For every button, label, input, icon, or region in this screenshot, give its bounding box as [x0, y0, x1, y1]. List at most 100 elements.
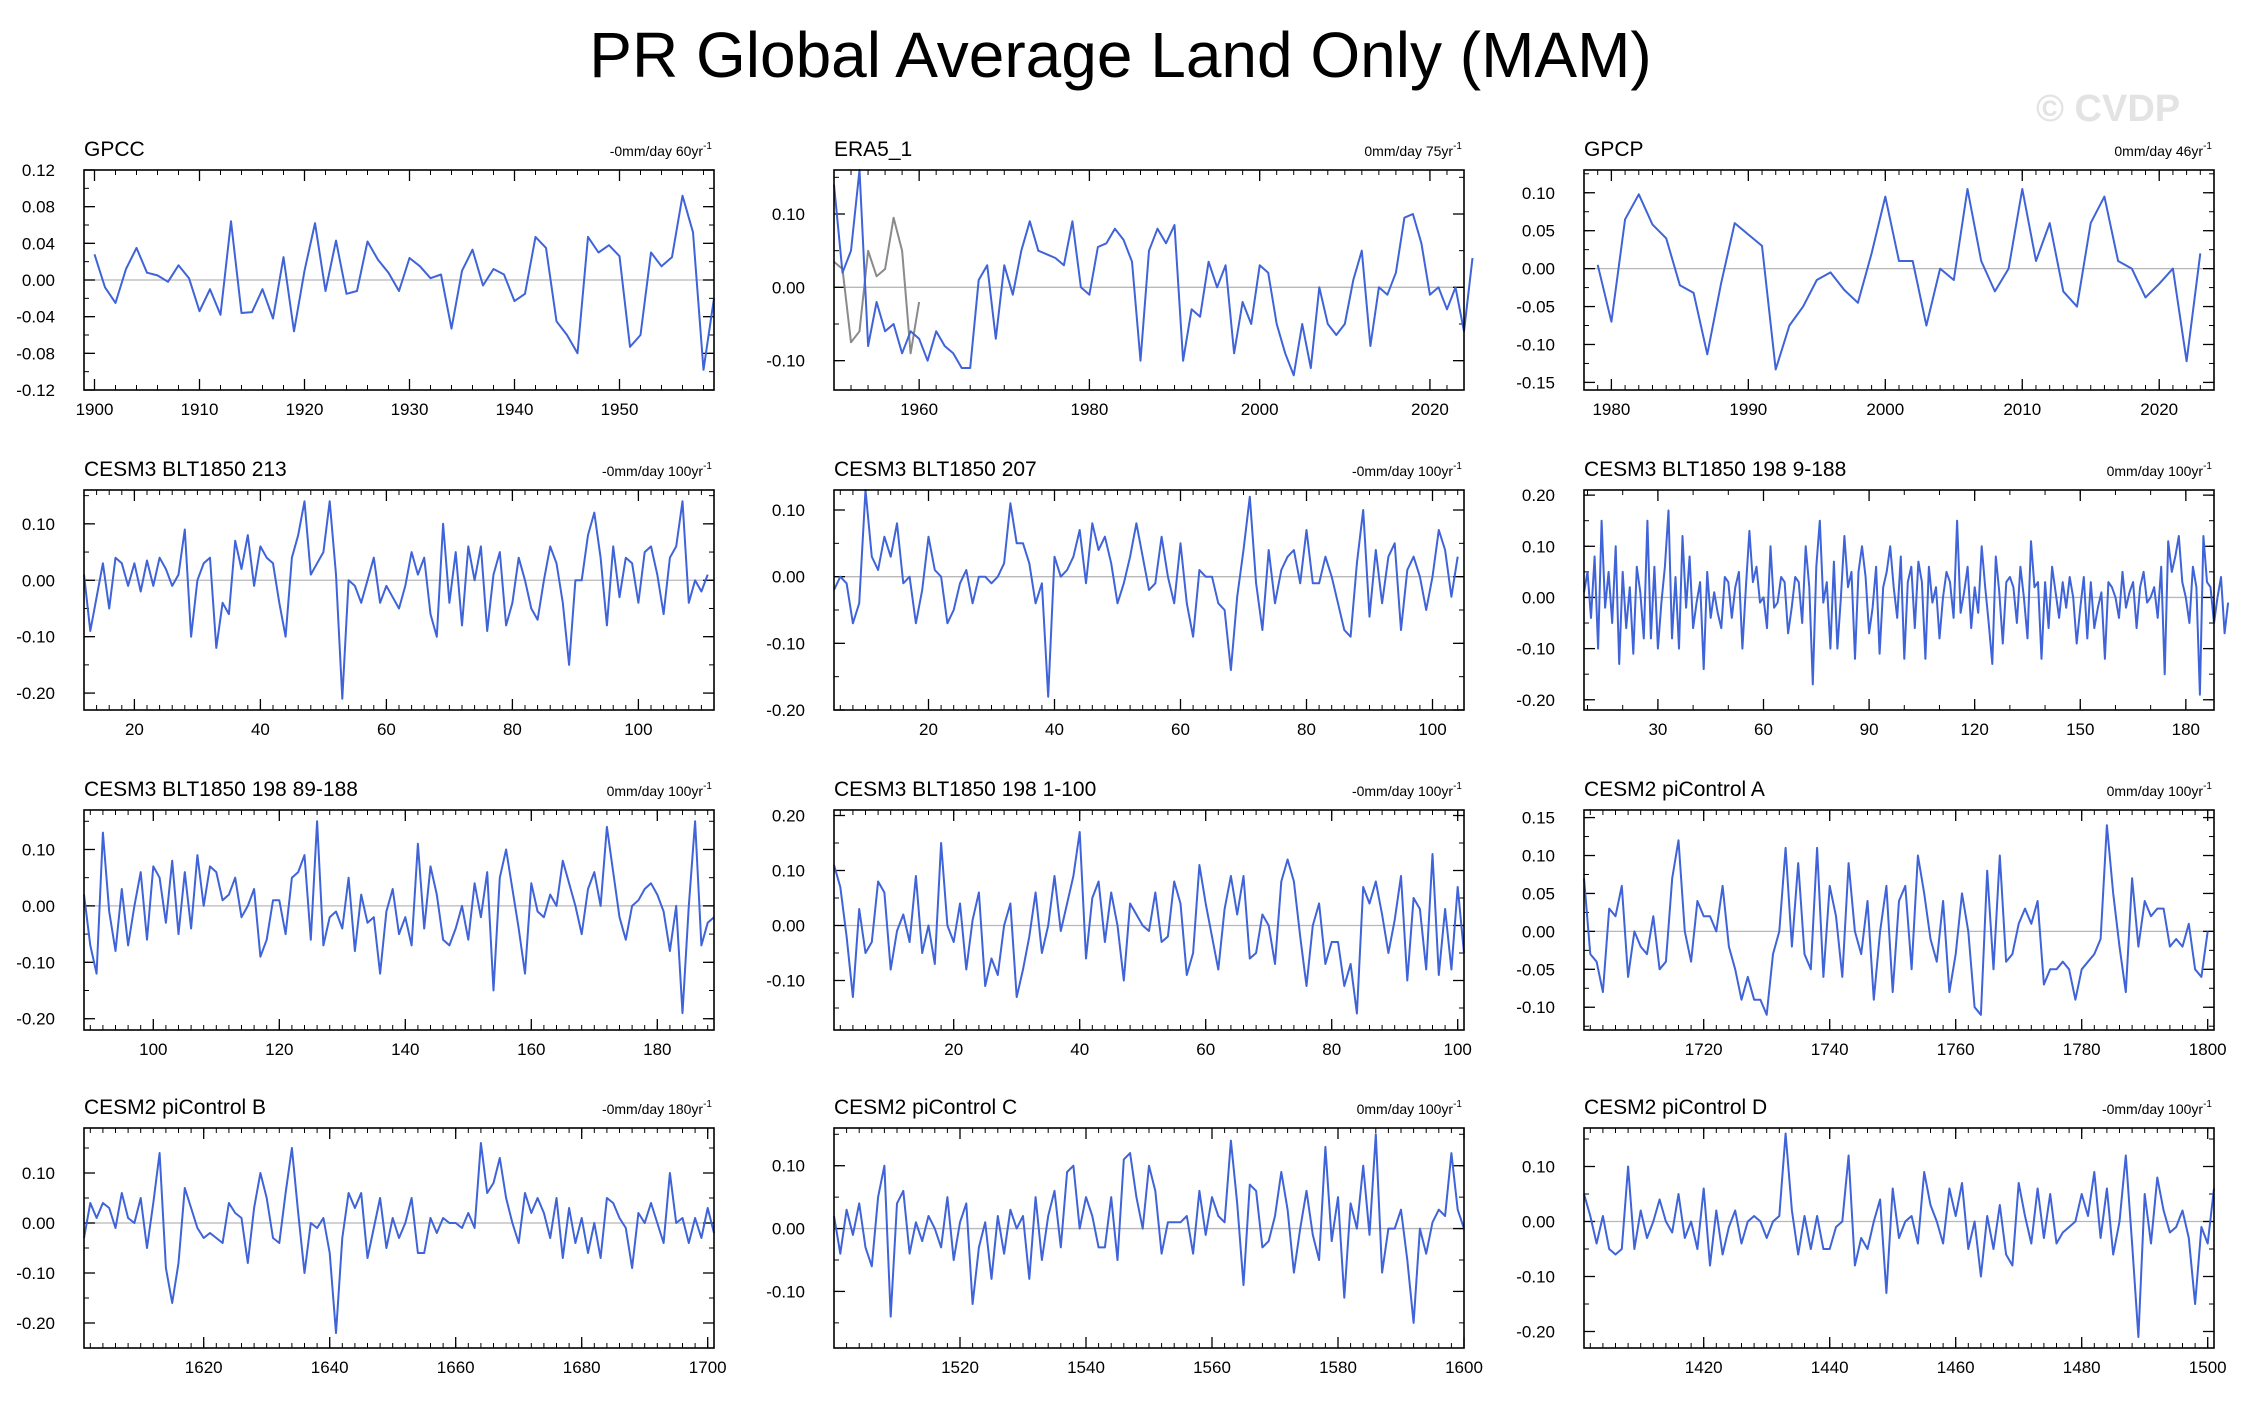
y-tick-label: 0.10	[1522, 537, 1555, 556]
x-tick-label: 100	[624, 720, 652, 739]
y-tick-label: 0.10	[772, 501, 805, 520]
y-tick-label: 0.10	[1522, 184, 1555, 203]
chart-title: GPCP	[1584, 138, 1644, 161]
x-tick-label: 30	[1648, 720, 1667, 739]
x-tick-label: 60	[1171, 720, 1190, 739]
x-tick-label: 1640	[311, 1358, 349, 1377]
trend-superscript: -1	[2203, 1099, 2212, 1110]
trend-label: -0mm/day 60yr-1	[610, 141, 713, 159]
page-title: PR Global Average Land Only (MAM)	[589, 19, 1652, 91]
plot-frame	[1583, 1127, 2215, 1349]
y-tick-label: -0.10	[1516, 640, 1555, 659]
x-tick-label: 1580	[1319, 1358, 1357, 1377]
y-tick-label: -0.10	[1516, 335, 1555, 354]
x-tick-label: 80	[503, 720, 522, 739]
plot-frame	[833, 1127, 1465, 1349]
y-tick-label: -0.20	[1516, 1323, 1555, 1342]
series-line	[1583, 509, 2230, 696]
x-tick-label: 1440	[1811, 1358, 1849, 1377]
x-tick-label: 160	[517, 1040, 545, 1059]
chart-title: GPCC	[84, 138, 145, 161]
x-tick-label: 1980	[1070, 400, 1108, 419]
y-tick-label: 0.00	[772, 568, 805, 587]
x-tick-label: 150	[2066, 720, 2094, 739]
y-tick-label: 0.00	[772, 917, 805, 936]
series-line	[1583, 824, 2209, 1016]
series-line	[93, 194, 715, 371]
chart-title: CESM2 piControl C	[834, 1096, 1017, 1119]
x-tick-label: 1950	[601, 400, 639, 419]
chart-title: CESM3 BLT1850 207	[834, 458, 1037, 481]
y-tick-label: 0.00	[772, 1220, 805, 1239]
x-tick-label: 1910	[181, 400, 219, 419]
x-tick-label: 20	[125, 720, 144, 739]
x-tick-label: 2020	[1411, 400, 1449, 419]
x-tick-label: 1980	[1592, 400, 1630, 419]
chart-panel: GPCC -0mm/day 60yr-1 1900 1910 1920 1930 1940 1…	[16, 138, 715, 419]
y-tick-label: 0.10	[772, 862, 805, 881]
y-tick-label: -0.10	[16, 1264, 55, 1283]
chart-panel: CESM2 piControl A 0mm/day 100yr-1 1720 1740…	[1516, 778, 2226, 1059]
y-tick-label: 0.00	[1522, 1213, 1555, 1232]
series-line	[83, 500, 709, 700]
plot-frame	[83, 1127, 715, 1349]
chart-title: CESM3 BLT1850 198 89-188	[84, 778, 358, 801]
x-tick-label: 1480	[2063, 1358, 2101, 1377]
series-line	[833, 1133, 1465, 1324]
chart-title: CESM2 piControl D	[1584, 1096, 1767, 1119]
x-tick-label: 1900	[76, 400, 114, 419]
series-line	[83, 1142, 715, 1334]
x-tick-label: 80	[1297, 720, 1316, 739]
chart-panel: CESM2 piControl D -0mm/day 100yr-1 1420 144…	[1516, 1096, 2226, 1377]
trend-label: -0mm/day 180yr-1	[602, 1099, 712, 1117]
y-tick-label: -0.10	[1516, 998, 1555, 1017]
x-tick-label: 100	[139, 1040, 167, 1059]
x-tick-label: 180	[2172, 720, 2200, 739]
series-line	[1596, 188, 2202, 371]
y-tick-label: -0.10	[766, 634, 805, 653]
chart-panel: CESM3 BLT1850 198 89-188 0mm/day 100yr-1 1…	[16, 778, 715, 1059]
x-tick-label: 20	[944, 1040, 963, 1059]
x-tick-label: 2020	[2140, 400, 2178, 419]
x-tick-label: 40	[1070, 1040, 1089, 1059]
x-tick-label: 40	[1045, 720, 1064, 739]
trend-label: -0mm/day 100yr-1	[1352, 781, 1462, 799]
trend-superscript: -1	[1453, 461, 1462, 472]
x-tick-label: 2000	[1866, 400, 1904, 419]
x-tick-label: 1920	[286, 400, 324, 419]
series-line	[833, 831, 1465, 1015]
trend-superscript: -1	[703, 781, 712, 792]
y-tick-label: -0.08	[16, 344, 55, 363]
x-tick-label: 1700	[689, 1358, 727, 1377]
x-tick-label: 1930	[391, 400, 429, 419]
chart-panel: ERA5_1 0mm/day 75yr-1 1960 1980 2000 2020 0.10…	[766, 138, 1474, 419]
y-tick-label: 0.00	[1522, 588, 1555, 607]
chart-panel: CESM2 piControl B -0mm/day 180yr-1 1620 164…	[16, 1096, 726, 1377]
y-tick-label: 0.15	[1522, 809, 1555, 828]
y-tick-label: 0.10	[1522, 847, 1555, 866]
y-tick-label: -0.10	[766, 1282, 805, 1301]
chart-panel: CESM3 BLT1850 198 1-100 -0mm/day 100yr-1 2…	[766, 778, 1472, 1059]
x-tick-label: 1960	[900, 400, 938, 419]
x-tick-label: 100	[1418, 720, 1446, 739]
x-tick-label: 1620	[185, 1358, 223, 1377]
y-tick-label: 0.05	[1522, 884, 1555, 903]
chart-title: ERA5_1	[834, 138, 912, 161]
trend-label: 0mm/day 46yr-1	[2114, 141, 2212, 159]
x-tick-label: 90	[1860, 720, 1879, 739]
trend-superscript: -1	[2203, 141, 2212, 152]
chart-title: CESM2 piControl A	[1584, 778, 1765, 801]
series-line	[83, 820, 715, 1015]
y-tick-label: 0.00	[22, 271, 55, 290]
y-tick-label: 0.08	[22, 198, 55, 217]
trend-label: 0mm/day 100yr-1	[1357, 1099, 1463, 1117]
x-tick-label: 1540	[1067, 1358, 1105, 1377]
y-tick-label: 0.10	[22, 840, 55, 859]
y-tick-label: 0.05	[1522, 222, 1555, 241]
x-tick-label: 1800	[2189, 1040, 2227, 1059]
x-tick-label: 140	[391, 1040, 419, 1059]
y-tick-label: -0.20	[16, 1010, 55, 1029]
y-tick-label: 0.00	[1522, 922, 1555, 941]
x-tick-label: 1990	[1729, 400, 1767, 419]
y-tick-label: 0.20	[772, 807, 805, 826]
